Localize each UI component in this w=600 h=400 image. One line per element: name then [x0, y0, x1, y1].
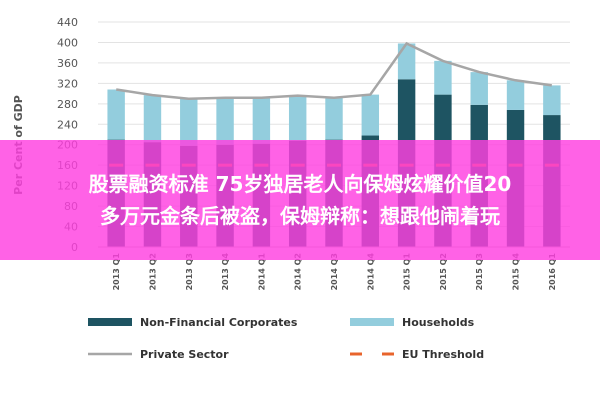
x-tick-label: 2015 Q1: [403, 253, 412, 291]
bar-households: [434, 60, 452, 95]
y-tick-label: 360: [57, 57, 78, 70]
x-tick-label: 2013 Q3: [185, 253, 194, 290]
x-axis-ticks: 2013 Q1 2013 Q2 2013 Q3 2013 Q4 2014 Q1 2014 …: [112, 253, 557, 291]
bar-households: [543, 85, 561, 116]
overlay-banner: 股票融资标准 75岁独居老人向保姆炫耀价值20 多万元金条后被盗，保姆辩称：想跟…: [0, 140, 600, 260]
bar-households: [107, 89, 125, 140]
bar-households: [288, 95, 307, 141]
y-tick-label: 320: [57, 77, 78, 90]
bar-households: [180, 98, 198, 146]
bar-households: [325, 97, 343, 140]
bar-households: [397, 43, 416, 80]
legend-swatch: [88, 318, 132, 326]
legend-label: Households: [402, 316, 475, 329]
x-tick-label: 2016 Q1: [548, 253, 557, 291]
legend: Non-Financial Corporates Households Privat…: [88, 316, 484, 361]
x-tick-label: 2015 Q4: [512, 253, 521, 291]
bar-households: [143, 95, 162, 143]
bar-households: [216, 97, 234, 145]
overlay-line-1: 股票融资标准 75岁独居老人向保姆炫耀价值20: [88, 172, 512, 196]
x-tick-label: 2014 Q4: [366, 253, 375, 291]
x-tick-label: 2015 Q2: [439, 253, 448, 290]
bar-households: [506, 80, 525, 110]
y-tick-label: 240: [57, 118, 78, 131]
bar-households: [252, 97, 271, 144]
legend-label: Non-Financial Corporates: [140, 316, 298, 329]
bar-households: [470, 72, 488, 105]
x-tick-label: 2013 Q1: [112, 253, 121, 291]
legend-label: EU Threshold: [402, 348, 484, 361]
private-sector-line: [116, 41, 552, 100]
bar-households: [361, 94, 380, 136]
y-tick-label: 280: [57, 98, 78, 111]
y-tick-label: 400: [57, 36, 78, 49]
x-tick-label: 2014 Q1: [257, 253, 266, 291]
legend-label: Private Sector: [140, 348, 229, 361]
y-tick-label: 440: [57, 16, 78, 29]
x-tick-label: 2014 Q2: [294, 253, 303, 290]
legend-swatch: [350, 318, 394, 326]
x-tick-label: 2015 Q3: [475, 253, 484, 290]
x-tick-label: 2013 Q4: [221, 253, 230, 291]
x-tick-label: 2013 Q2: [148, 253, 157, 290]
x-tick-label: 2014 Q3: [330, 253, 339, 290]
overlay-line-2: 多万元金条后被盗，保姆辩称：想跟他闹着玩: [100, 204, 500, 228]
